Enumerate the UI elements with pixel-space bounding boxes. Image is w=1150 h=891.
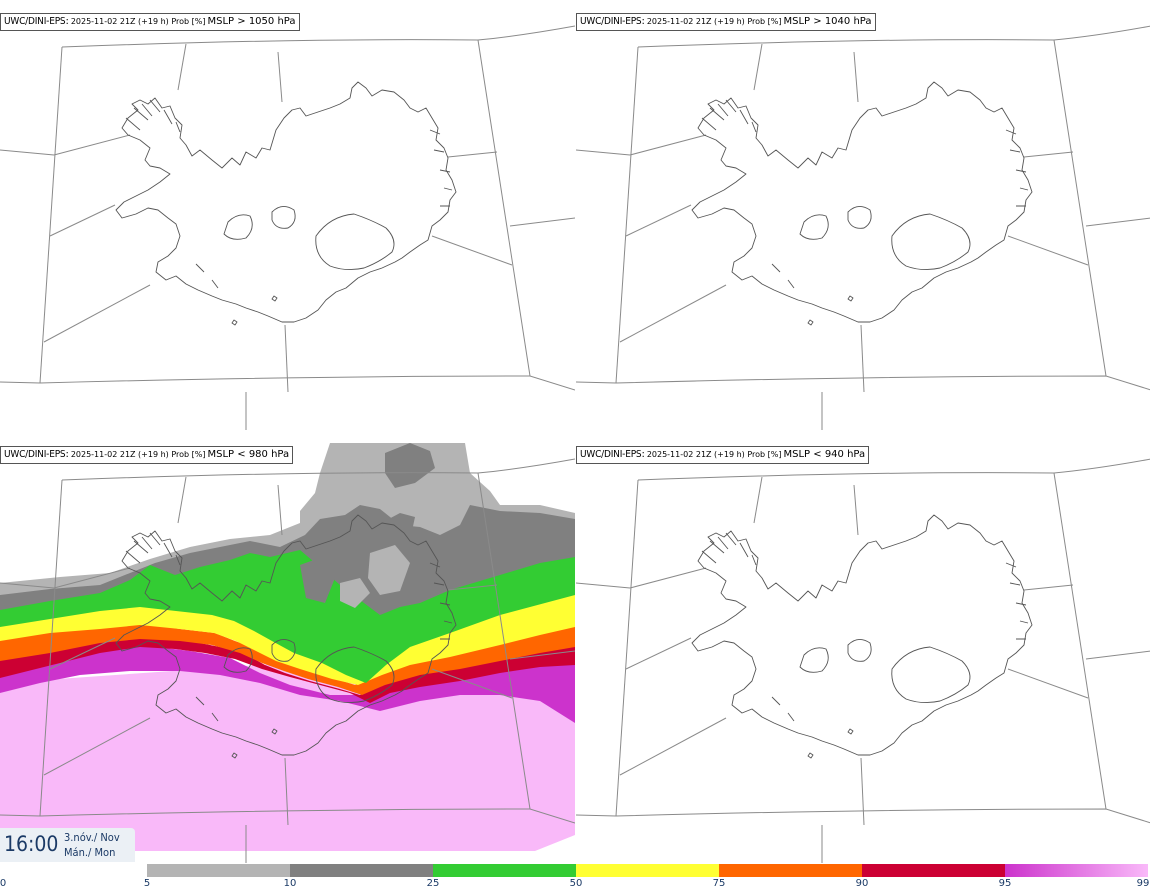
panel-run: 2025-11-02 21Z (+19 h) Prob [%] bbox=[70, 17, 206, 26]
colorbar-bin-10 bbox=[290, 864, 433, 877]
panel-title: UWC/DINI-EPS: 2025-11-02 21Z (+19 h) Prob… bbox=[576, 446, 870, 464]
panel-variable: MSLP < 980 hPa bbox=[207, 449, 290, 460]
panel-title: UWC/DINI-EPS: 2025-11-02 21Z (+19 h) Prob… bbox=[0, 13, 300, 31]
probability-field bbox=[0, 443, 575, 851]
colorbar-tick-label: 99 bbox=[1136, 878, 1150, 889]
panel-run: 2025-11-02 21Z (+19 h) Prob [%] bbox=[646, 17, 782, 26]
colorbar-tick-label: 10 bbox=[283, 878, 297, 889]
map-panel-mslp-lt-980: UWC/DINI-EPS: 2025-11-02 21Z (+19 h) Prob… bbox=[0, 433, 575, 863]
colorbar-tick-label: 0 bbox=[0, 878, 7, 889]
panel-run: 2025-11-02 21Z (+19 h) Prob [%] bbox=[70, 450, 206, 459]
colorbar-bin-25 bbox=[433, 864, 576, 877]
prob-patch-10 bbox=[300, 557, 335, 603]
colorbar-bin-95 bbox=[1005, 864, 1148, 877]
colorbar-tick-label: 75 bbox=[712, 878, 726, 889]
colorbar-bin-5 bbox=[147, 864, 290, 877]
panel-run: 2025-11-02 21Z (+19 h) Prob [%] bbox=[646, 450, 782, 459]
valid-weekday: Mán./ Mon bbox=[64, 846, 116, 859]
map-panel-mslp-lt-940: UWC/DINI-EPS: 2025-11-02 21Z (+19 h) Prob… bbox=[576, 433, 1150, 863]
prob-patch-10 bbox=[368, 545, 410, 595]
map-canvas bbox=[0, 433, 575, 863]
probability-colorbar: 0 5 10 25 50 75 90 95 99 bbox=[0, 862, 1150, 891]
colorbar-tick-label: 5 bbox=[143, 878, 151, 889]
iceland-coastline bbox=[115, 81, 457, 326]
colorbar-tick-label: 25 bbox=[426, 878, 440, 889]
iceland-coastline bbox=[691, 514, 1033, 759]
prob-band-25 bbox=[0, 548, 575, 683]
valid-time-box: 16:00 3.nóv./ Nov Mán./ Mon bbox=[0, 828, 135, 862]
panel-model: UWC/DINI-EPS bbox=[4, 16, 66, 27]
prob-patch-10 bbox=[385, 513, 415, 535]
map-panel-mslp-gt-1040: UWC/DINI-EPS: 2025-11-02 21Z (+19 h) Prob… bbox=[576, 0, 1150, 430]
prob-band-95 bbox=[0, 645, 575, 723]
colorbar-tick-label: 50 bbox=[569, 878, 583, 889]
colorbar-tick-label: 95 bbox=[998, 878, 1012, 889]
panel-title: UWC/DINI-EPS: 2025-11-02 21Z (+19 h) Prob… bbox=[576, 13, 876, 31]
valid-time: 16:00 bbox=[4, 832, 59, 856]
map-canvas bbox=[0, 25, 575, 430]
colorbar-bin-75 bbox=[719, 864, 862, 877]
panel-model: UWC/DINI-EPS bbox=[580, 16, 642, 27]
panel-variable: MSLP > 1040 hPa bbox=[783, 16, 872, 27]
panel-variable: MSLP < 940 hPa bbox=[783, 449, 866, 460]
panel-title: UWC/DINI-EPS: 2025-11-02 21Z (+19 h) Prob… bbox=[0, 446, 294, 464]
iceland-coastline bbox=[691, 81, 1033, 326]
colorbar-bin-50 bbox=[576, 864, 719, 877]
colorbar-tick-label: 90 bbox=[855, 878, 869, 889]
prob-patch-10 bbox=[340, 578, 370, 608]
map-panel-mslp-gt-1050: UWC/DINI-EPS: 2025-11-02 21Z (+19 h) Prob… bbox=[0, 0, 575, 430]
valid-date: 3.nóv./ Nov bbox=[64, 831, 120, 844]
prob-band-50 bbox=[0, 593, 575, 685]
panel-variable: MSLP > 1050 hPa bbox=[207, 16, 296, 27]
prob-patch-10 bbox=[385, 443, 435, 488]
map-canvas bbox=[576, 458, 1150, 863]
map-canvas bbox=[576, 25, 1150, 430]
prob-band-5 bbox=[0, 443, 575, 595]
panel-model: UWC/DINI-EPS bbox=[580, 449, 642, 460]
colorbar-bin-90 bbox=[862, 864, 1005, 877]
panel-model: UWC/DINI-EPS bbox=[4, 449, 66, 460]
